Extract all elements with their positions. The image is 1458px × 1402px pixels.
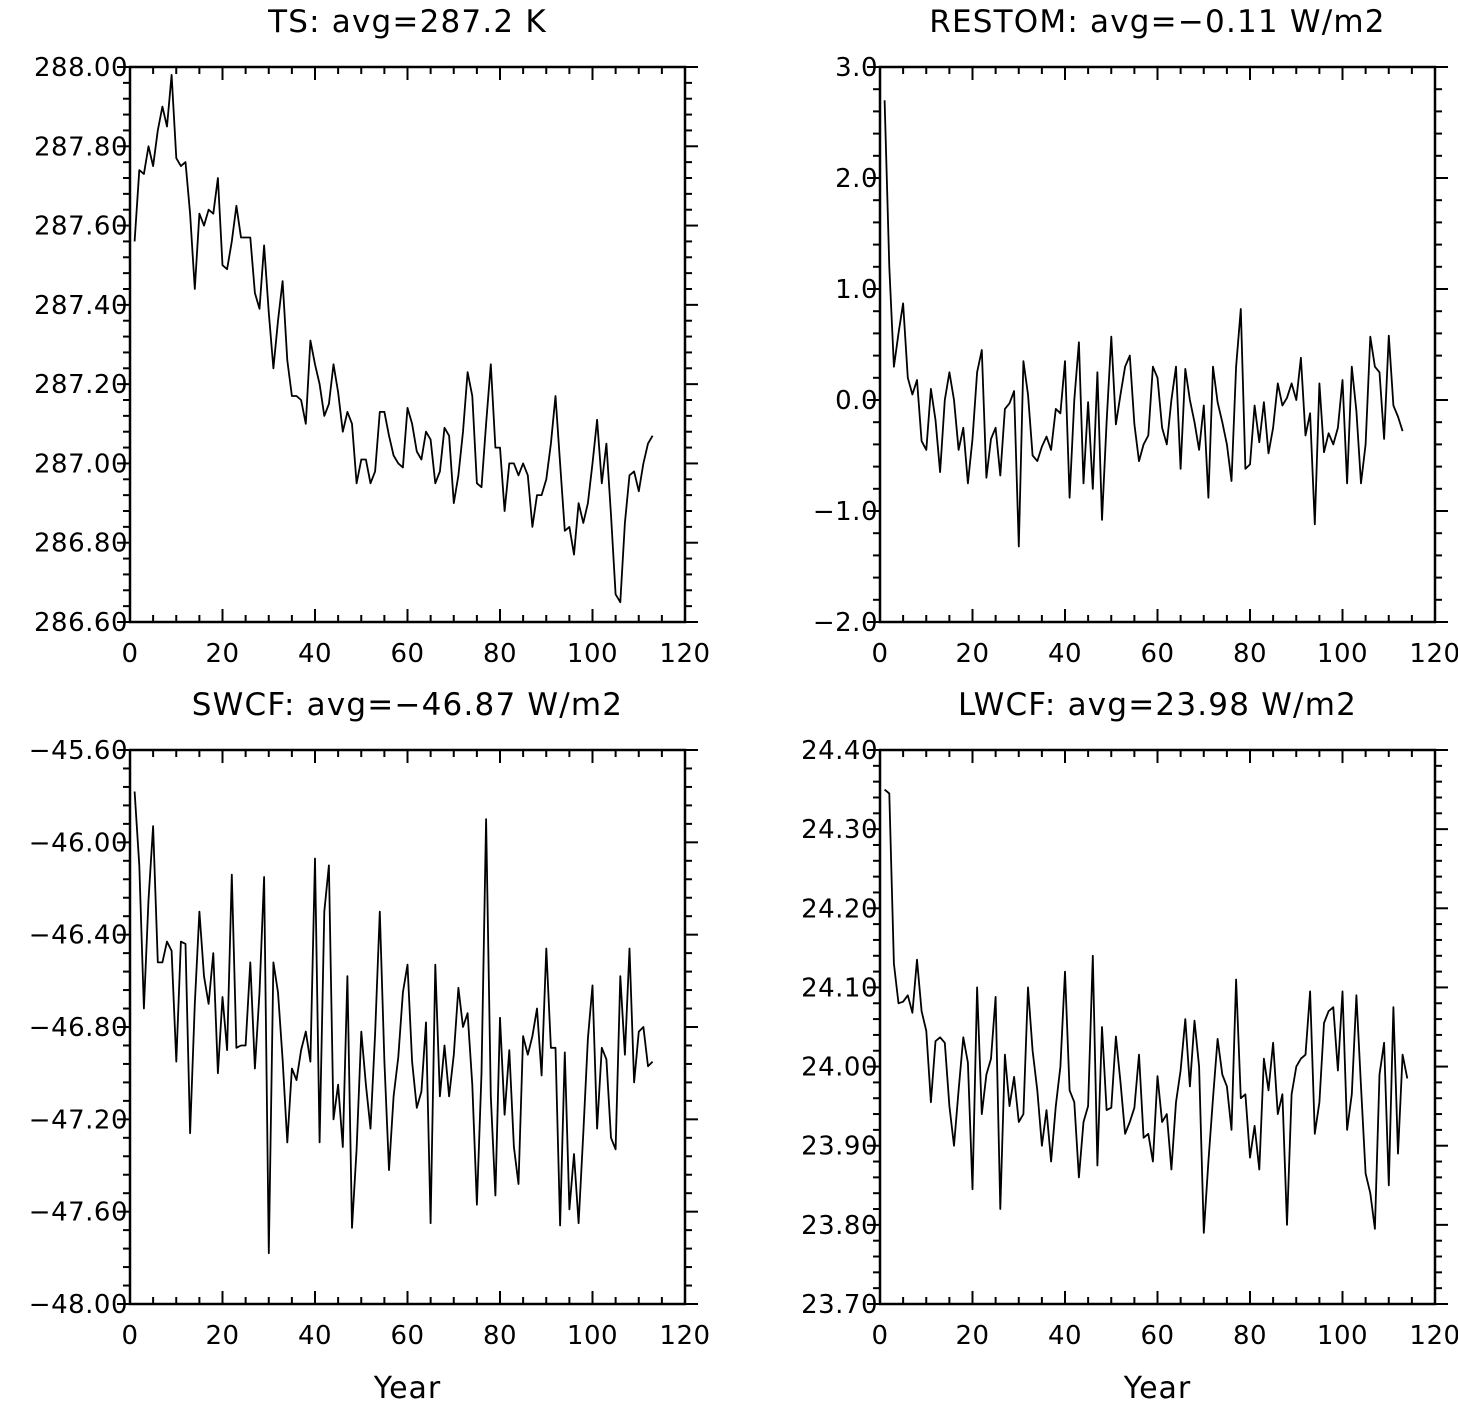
plot-frame <box>128 65 687 624</box>
y-tick-label: 24.10 <box>801 973 878 1003</box>
x-tick-label: 40 <box>1048 1321 1082 1351</box>
plot-frame <box>878 65 1437 624</box>
y-tick-label: −47.60 <box>29 1198 128 1228</box>
y-tick-label: −46.80 <box>29 1013 128 1043</box>
y-tick-label: 24.00 <box>801 1053 878 1083</box>
axis-ticks <box>117 66 698 623</box>
y-tick-label: 287.60 <box>34 212 128 242</box>
x-tick-label: 80 <box>1233 1321 1267 1351</box>
x-tick-label: 20 <box>955 1321 989 1351</box>
y-tick-label: 287.00 <box>34 449 128 479</box>
x-tick-label: 0 <box>121 639 138 669</box>
x-tick-label: 40 <box>298 639 332 669</box>
y-tick-label: −45.60 <box>29 736 128 766</box>
chart-title: TS: avg=287.2 K <box>267 4 547 40</box>
x-tick-label: 0 <box>121 1321 138 1351</box>
x-tick-label: 100 <box>567 639 618 669</box>
y-tick-label: 24.40 <box>801 736 878 766</box>
plot-frame <box>878 748 1437 1306</box>
x-tick-label: 120 <box>659 1321 710 1351</box>
y-tick-label: 287.80 <box>34 132 128 162</box>
x-tick-label: 60 <box>1140 1321 1174 1351</box>
y-tick-label: 2.0 <box>835 164 878 194</box>
chart-title: LWCF: avg=23.98 W/m2 <box>958 687 1357 723</box>
x-tick-label: 80 <box>1233 639 1267 669</box>
y-tick-label: −1.0 <box>813 497 878 527</box>
chart-title: RESTOM: avg=−0.11 W/m2 <box>929 4 1385 40</box>
x-tick-label: 40 <box>1048 639 1082 669</box>
y-tick-label: 23.90 <box>801 1132 878 1162</box>
x-tick-label: 60 <box>390 639 424 669</box>
series-line <box>133 791 654 1255</box>
y-tick-label: 24.20 <box>801 894 878 924</box>
x-tick-label: 120 <box>1409 639 1458 669</box>
y-tick-label: 286.60 <box>34 608 128 638</box>
chart-title: SWCF: avg=−46.87 W/m2 <box>192 687 624 723</box>
x-tick-label: 100 <box>1317 639 1368 669</box>
y-tick-label: 24.30 <box>801 815 878 845</box>
x-axis-label: Year <box>1123 1371 1192 1402</box>
x-tick-label: 20 <box>205 639 239 669</box>
series-line <box>884 788 1409 1234</box>
axis-ticks <box>117 749 698 1305</box>
panel-2: RESTOM: avg=−0.11 W/m2 0 20 40 60 80 100 120 −2.… <box>813 4 1458 669</box>
x-tick-label: 100 <box>1317 1321 1368 1351</box>
panel-1: TS: avg=287.2 K 0 20 40 60 80 100 120 286.60 286.… <box>34 4 710 669</box>
x-axis-label: Year <box>373 1371 442 1402</box>
y-tick-label: −46.40 <box>29 921 128 951</box>
series-line <box>883 100 1404 548</box>
series-line <box>133 74 654 604</box>
y-tick-label: 287.20 <box>34 370 128 400</box>
axis-ticks <box>867 749 1448 1305</box>
y-tick-label: 0.0 <box>835 386 878 416</box>
y-tick-label: 287.40 <box>34 291 128 321</box>
x-tick-label: 120 <box>1409 1321 1458 1351</box>
y-tick-label: −46.00 <box>29 828 128 858</box>
y-tick-label: −47.20 <box>29 1105 128 1135</box>
x-tick-label: 40 <box>298 1321 332 1351</box>
plot-frame <box>128 748 687 1306</box>
y-tick-label: 23.70 <box>801 1290 878 1320</box>
x-tick-label: 120 <box>659 639 710 669</box>
axis-ticks <box>867 66 1448 623</box>
y-tick-label: 286.80 <box>34 529 128 559</box>
x-tick-label: 0 <box>871 639 888 669</box>
y-tick-label: −48.00 <box>29 1290 128 1320</box>
y-tick-label: 23.80 <box>801 1211 878 1241</box>
x-tick-label: 20 <box>955 639 989 669</box>
x-tick-label: 80 <box>483 639 517 669</box>
x-tick-label: 20 <box>205 1321 239 1351</box>
y-tick-label: 3.0 <box>835 53 878 83</box>
x-tick-label: 100 <box>567 1321 618 1351</box>
x-tick-label: 0 <box>871 1321 888 1351</box>
x-tick-label: 80 <box>483 1321 517 1351</box>
y-tick-label: 288.00 <box>34 53 128 83</box>
panel-3: SWCF: avg=−46.87 W/m2 0 20 40 60 80 100 120 −48.… <box>29 687 710 1402</box>
panel-4: LWCF: avg=23.98 W/m2 0 20 40 60 80 100 120 23.70… <box>801 687 1458 1402</box>
x-tick-label: 60 <box>390 1321 424 1351</box>
y-tick-label: −2.0 <box>813 608 878 638</box>
x-tick-label: 60 <box>1140 639 1174 669</box>
y-tick-label: 1.0 <box>835 275 878 305</box>
